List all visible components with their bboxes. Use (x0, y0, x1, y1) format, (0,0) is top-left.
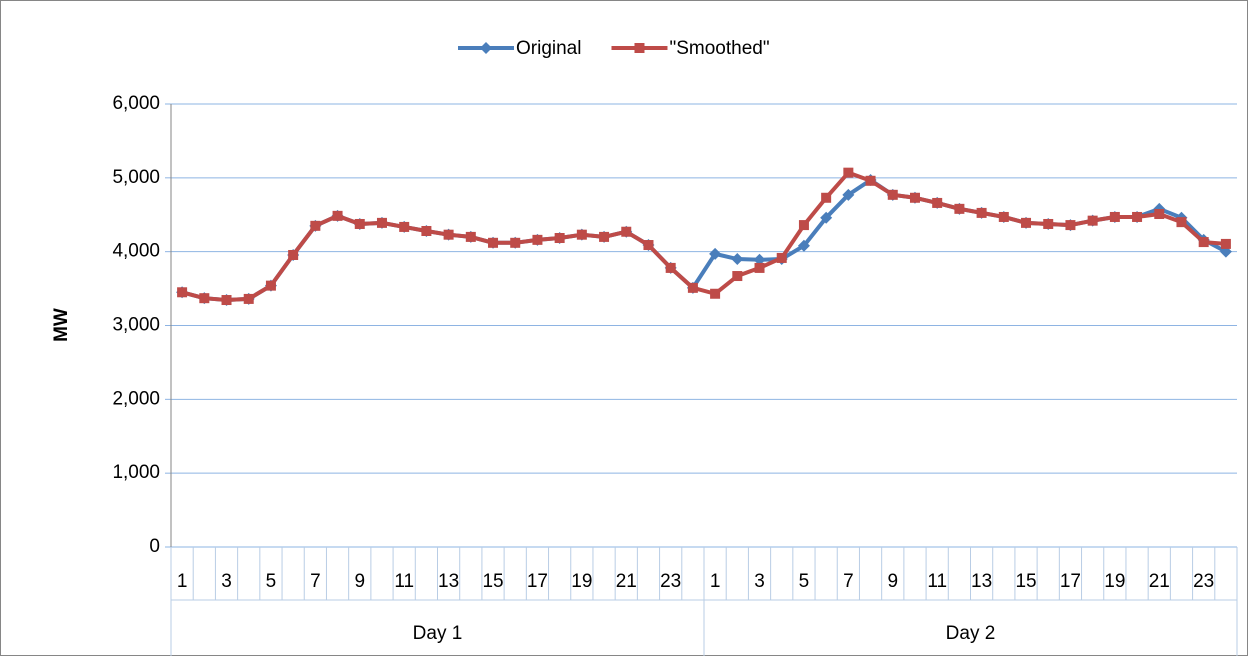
point (399, 221, 410, 232)
legend-marker (634, 43, 645, 53)
x-tick-label: 15 (482, 571, 503, 592)
y-tick-label: 3,000 (112, 315, 160, 336)
y-tick-label: 1,000 (112, 462, 160, 483)
point (776, 252, 787, 263)
point (621, 226, 632, 237)
x-tick-label: 7 (843, 571, 854, 592)
y-tick-label: 6,000 (112, 93, 160, 114)
point (1065, 220, 1076, 231)
point (310, 220, 321, 231)
point (1043, 218, 1054, 229)
y-tick-label: 2,000 (112, 388, 160, 409)
point (443, 229, 454, 240)
x-tick-label: 21 (1149, 571, 1170, 592)
point (643, 240, 654, 251)
point (532, 234, 543, 245)
group-label: Day 2 (946, 623, 996, 644)
point (753, 253, 766, 266)
point (754, 262, 765, 273)
x-tick-label: 13 (971, 571, 992, 592)
x-tick-label: 13 (438, 571, 459, 592)
x-tick-label: 3 (221, 571, 232, 592)
point (332, 210, 343, 221)
point (199, 293, 210, 304)
legend-label: Original (516, 38, 581, 59)
x-tick-label: 5 (266, 571, 277, 592)
y-tick-label: 4,000 (112, 241, 160, 262)
point (354, 218, 365, 229)
x-tick-label: 5 (799, 571, 810, 592)
point (976, 207, 987, 218)
point (288, 249, 299, 260)
x-tick-label: 19 (571, 571, 592, 592)
x-tick-label: 23 (1193, 571, 1214, 592)
point (665, 262, 676, 273)
point (732, 271, 743, 282)
point (842, 188, 855, 201)
point (177, 287, 188, 298)
x-tick-label: 11 (394, 571, 414, 592)
point (376, 217, 387, 228)
point (599, 231, 610, 242)
point (1109, 211, 1120, 222)
point (998, 211, 1009, 222)
y-tick-label: 0 (149, 536, 160, 557)
point (421, 225, 432, 236)
point (932, 197, 943, 208)
point (465, 231, 476, 242)
x-tick-label: 1 (710, 571, 721, 592)
x-tick-label: 23 (660, 571, 681, 592)
point (554, 233, 565, 244)
point (731, 253, 744, 266)
x-tick-label: 9 (354, 571, 365, 592)
point (821, 192, 832, 203)
point (909, 192, 920, 203)
x-tick-label: 11 (927, 571, 947, 592)
point (1154, 209, 1165, 220)
x-tick-label: 15 (1015, 571, 1036, 592)
point (798, 220, 809, 231)
point (510, 237, 521, 248)
x-tick-label: 21 (616, 571, 637, 592)
x-tick-label: 1 (177, 571, 188, 592)
point (954, 203, 965, 214)
point (1176, 217, 1187, 228)
point (1198, 237, 1209, 248)
legend-label: "Smoothed" (669, 38, 769, 59)
x-tick-label: 9 (887, 571, 898, 592)
point (797, 239, 810, 252)
point (820, 211, 833, 224)
point (1132, 211, 1143, 222)
point (865, 175, 876, 186)
x-tick-label: 17 (1060, 571, 1081, 592)
y-axis-label: MW (51, 308, 72, 342)
point (687, 282, 698, 293)
point (243, 293, 254, 304)
point (576, 229, 587, 240)
group-label: Day 1 (413, 623, 463, 644)
point (1087, 215, 1098, 226)
y-tick-label: 5,000 (112, 167, 160, 188)
point (1220, 238, 1231, 249)
x-tick-label: 3 (754, 571, 765, 592)
x-tick-label: 17 (527, 571, 548, 592)
point (221, 295, 232, 306)
point (709, 247, 722, 260)
point (843, 167, 854, 178)
x-tick-label: 7 (310, 571, 321, 592)
legend-marker (480, 42, 492, 54)
point (265, 280, 276, 291)
point (887, 189, 898, 200)
point (488, 237, 499, 248)
point (710, 288, 721, 299)
x-tick-label: 19 (1104, 571, 1125, 592)
point (1021, 217, 1032, 228)
